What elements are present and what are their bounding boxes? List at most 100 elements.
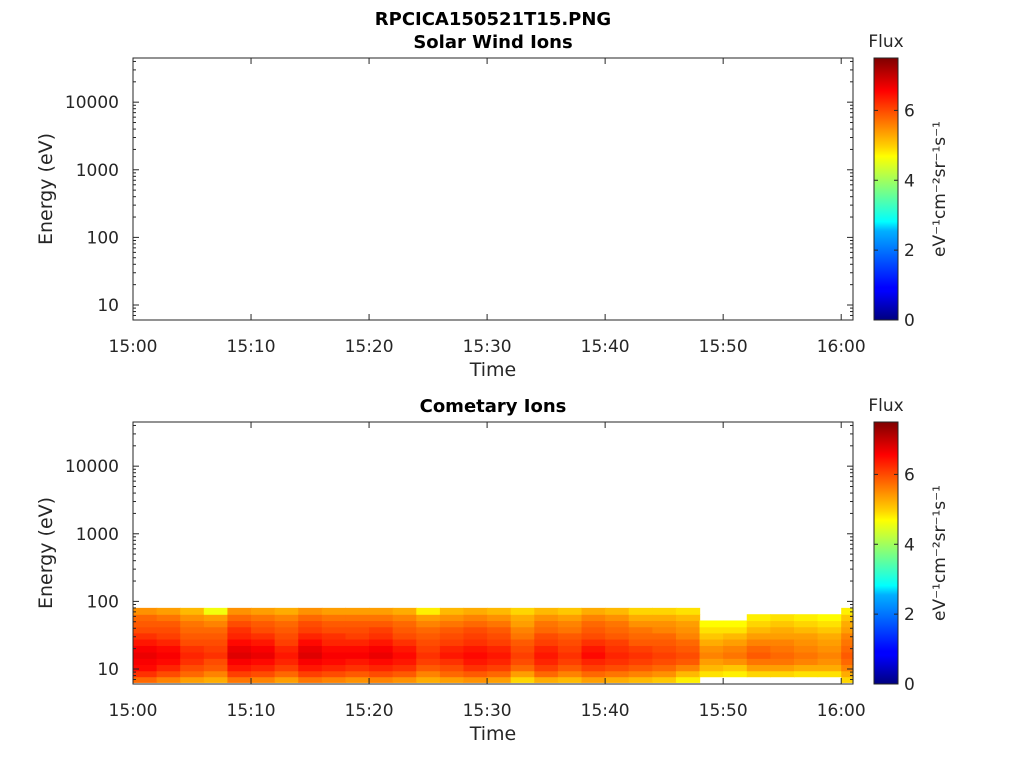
heatmap-cell [581,670,606,678]
heatmap-cell [321,676,347,683]
heatmap-cell [699,632,724,640]
heatmap-cell [180,664,205,672]
x-tick-labels: 15:00 15:10 15:20 15:30 15:40 15:50 16:0… [109,337,866,357]
heatmap-cell [274,614,299,622]
heatmap-cell [487,632,512,640]
colorbar-scale [873,421,899,685]
y-tick-label: 1000 [76,161,119,181]
heatmap-cell [675,607,701,615]
heatmap-cell [227,664,252,672]
heatmap-cell [793,638,819,646]
heatmap-cell [841,626,854,634]
heatmap-cell [227,670,252,678]
heatmap-cell [227,651,252,659]
heatmap-cell [557,645,583,653]
heatmap-cell [203,614,229,622]
y-tick-label: 10 [97,660,119,680]
x-axis-label: Time [469,359,517,381]
heatmap-cell [793,664,819,672]
heatmap-cell [298,626,323,634]
heatmap-cell [605,645,630,653]
heatmap-cell [392,676,417,683]
heatmap-cell [699,658,724,666]
heatmap-cell [203,620,229,628]
heatmap-cell [699,626,724,634]
heatmap-cell [534,607,559,615]
heatmap-cell [298,607,323,615]
x-tick-label: 15:30 [463,701,512,721]
heatmap-cell [227,645,252,653]
heatmap-cell [439,664,465,672]
heatmap-cell [392,632,417,640]
heatmap-cell [699,638,724,646]
y-axis-label: Energy (eV) [35,497,57,609]
colorbar-tick-label: 0 [904,311,915,331]
heatmap-cell [581,607,606,615]
heatmap-cell [274,620,299,628]
heatmap-cell [581,676,606,683]
heatmap-cell [581,632,606,640]
heatmap-cell [557,651,583,659]
heatmap-cell [675,651,701,659]
heatmap-cell [439,632,465,640]
heatmap-cell [557,620,583,628]
heatmap-cell [581,651,606,659]
heatmap-cell [133,607,158,615]
heatmap-cell [699,670,724,678]
x-tick-label: 15:10 [227,701,276,721]
heatmap-cell [180,651,205,659]
heatmap-cell [321,607,347,615]
heatmap-cell [605,607,630,615]
heatmap-cell [770,670,795,678]
heatmap-cell [793,620,819,628]
heatmap-cell [605,664,630,672]
colorbar-tick-label: 2 [904,241,915,261]
heatmap-cell [463,651,488,659]
heatmap-cell [746,645,771,653]
heatmap-cell [369,645,394,653]
heatmap-cell [770,632,795,640]
heatmap-cell [487,676,512,683]
heatmap-cell [298,638,323,646]
heatmap-cell [156,632,181,640]
colorbar-tick-labels: 0 2 4 6 [904,465,915,695]
heatmap-cell [652,651,677,659]
heatmap-cell [841,645,854,653]
heatmap-cell [557,658,583,666]
heatmap-cell [487,626,512,634]
heatmap-cell [628,614,653,622]
heatmap-cell [203,658,229,666]
heatmap-cell [605,670,630,678]
heatmap-cell [227,626,252,634]
heatmap-cell [345,651,370,659]
x-tick-label: 15:40 [581,701,630,721]
heatmap-cell [416,670,441,678]
heatmap-cell [298,664,323,672]
colorbar-tick-label: 4 [904,171,915,191]
heatmap-cell [487,620,512,628]
heatmap-cell [628,645,653,653]
heatmap-cell [628,638,653,646]
heatmap-cell [369,614,394,622]
heatmap-cell [770,664,795,672]
heatmap-cell [321,651,347,659]
heatmap-cell [321,620,347,628]
heatmap-cell [369,626,394,634]
colorbar-tick-label: 2 [904,605,915,625]
heatmap-cell [652,658,677,666]
x-tick-labels: 15:00 15:10 15:20 15:30 15:40 15:50 16:0… [109,701,866,721]
heatmap-cell [652,620,677,628]
heatmap-cell [251,614,276,622]
heatmap-cell [463,607,488,615]
heatmap-cell [841,620,854,628]
heatmap-cell [321,626,347,634]
heatmap-cell [817,651,842,659]
panel-title: Cometary Ions [420,396,567,417]
heatmap-cell [510,626,535,634]
heatmap-cell [439,670,465,678]
heatmap-cell [723,626,748,634]
heatmap-cell [298,658,323,666]
heatmap-cell [416,664,441,672]
heatmap-cell [203,638,229,646]
heatmap-cell [605,614,630,622]
